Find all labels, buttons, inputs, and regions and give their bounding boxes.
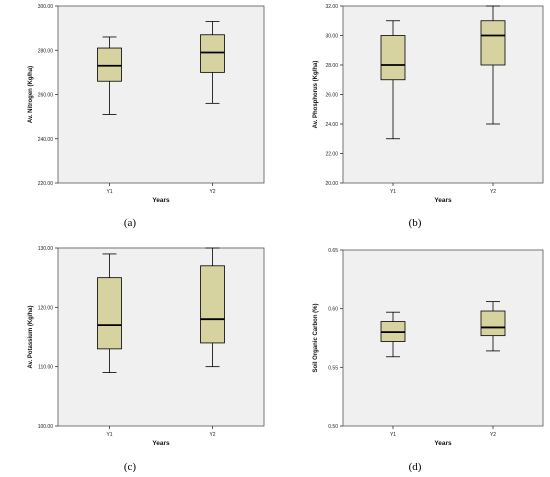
y-tick-label-d-0: 0.50 — [328, 424, 338, 430]
y-tick-label-b-0: 20.00 — [325, 181, 338, 187]
panel-caption-d: (d) — [408, 461, 422, 473]
x-tick-label-b-0: Y1 — [390, 189, 396, 195]
chart-panel-b: 20.00 22.00 24.00 26.00 28.00 30.00 32.00 Y1 Y2 Y… — [313, 4, 544, 204]
box-b-y1 — [380, 20, 406, 140]
box-c-y1 — [97, 253, 122, 374]
chart-panel-a: 220.00 240.00 260.00 280.00 300.00 Y1 Y2 Years A… — [28, 4, 265, 204]
y-axis-title-c: Av. Potassium (Kg/ha) — [28, 305, 34, 368]
plot-area-d — [342, 249, 544, 427]
y-tick-label-a-0: 220.00 — [38, 181, 54, 187]
y-tick-label-b-4: 28.00 — [325, 63, 338, 69]
y-axis-title-d: Soil Organic Carbon (%) — [313, 303, 319, 372]
chart-panel-c: 100.00 110.00 120.00 130.00 Y1 Y2 Years Av. Pot… — [28, 246, 265, 447]
x-tick-label-c-0: Y1 — [106, 432, 112, 438]
y-axis-title-b: Av. Phosphorus (Kg/ha) — [313, 61, 319, 129]
box-iqr — [480, 310, 506, 337]
y-tick-label-b-2: 24.00 — [325, 122, 338, 128]
y-tick-label-a-4: 300.00 — [38, 4, 54, 10]
y-tick-label-d-1: 0.55 — [328, 365, 338, 371]
box-d-y1 — [380, 311, 406, 358]
y-tick-label-a-3: 280.00 — [38, 48, 54, 54]
y-tick-label-a-1: 240.00 — [38, 137, 54, 143]
box-iqr — [200, 34, 225, 73]
y-tick-label-c-3: 130.00 — [38, 246, 54, 252]
x-axis-title-c: Years — [152, 440, 170, 447]
box-iqr — [200, 265, 225, 344]
plot-area-c — [57, 247, 265, 427]
y-tick-label-c-0: 100.00 — [38, 424, 54, 430]
y-tick-label-b-3: 26.00 — [325, 93, 338, 99]
x-tick-label-c-1: Y2 — [209, 432, 215, 438]
box-a-y1 — [97, 36, 122, 115]
box-iqr — [380, 35, 406, 81]
y-tick-label-b-6: 32.00 — [325, 4, 338, 10]
x-tick-label-b-1: Y2 — [490, 189, 496, 195]
y-tick-label-d-3: 0.65 — [328, 248, 338, 254]
y-tick-label-d-2: 0.60 — [328, 307, 338, 313]
box-d-y2 — [480, 301, 506, 352]
x-tick-label-d-0: Y1 — [390, 432, 396, 438]
box-iqr — [97, 47, 122, 82]
x-axis-title-b: Years — [434, 197, 452, 204]
x-tick-label-d-1: Y2 — [490, 432, 496, 438]
x-tick-label-a-1: Y2 — [209, 189, 215, 195]
x-tick-label-a-0: Y1 — [106, 189, 112, 195]
box-iqr — [480, 20, 506, 66]
plot-area-a — [57, 5, 265, 184]
x-axis-title-d: Years — [434, 440, 452, 447]
y-tick-label-c-2: 120.00 — [38, 305, 54, 311]
y-tick-label-b-5: 30.00 — [325, 34, 338, 40]
y-axis-title-a: Av. Nitrogen (Kg/ha) — [28, 66, 34, 123]
chart-panel-d: 0.50 0.55 0.60 0.65 Y1 Y2 Years Soil Organic Ca… — [313, 248, 544, 447]
panel-caption-b: (b) — [408, 217, 422, 229]
y-tick-label-b-1: 22.00 — [325, 152, 338, 158]
y-tick-label-a-2: 260.00 — [38, 93, 54, 99]
box-a-y2 — [200, 21, 225, 104]
box-c-y2 — [200, 247, 225, 368]
box-b-y2 — [480, 5, 506, 125]
y-tick-label-c-1: 110.00 — [38, 365, 53, 371]
panel-caption-c: (c) — [123, 461, 137, 473]
panel-caption-a: (a) — [123, 217, 137, 229]
plot-area-b — [342, 5, 544, 184]
box-iqr — [97, 277, 122, 350]
x-axis-title-a: Years — [152, 197, 170, 204]
